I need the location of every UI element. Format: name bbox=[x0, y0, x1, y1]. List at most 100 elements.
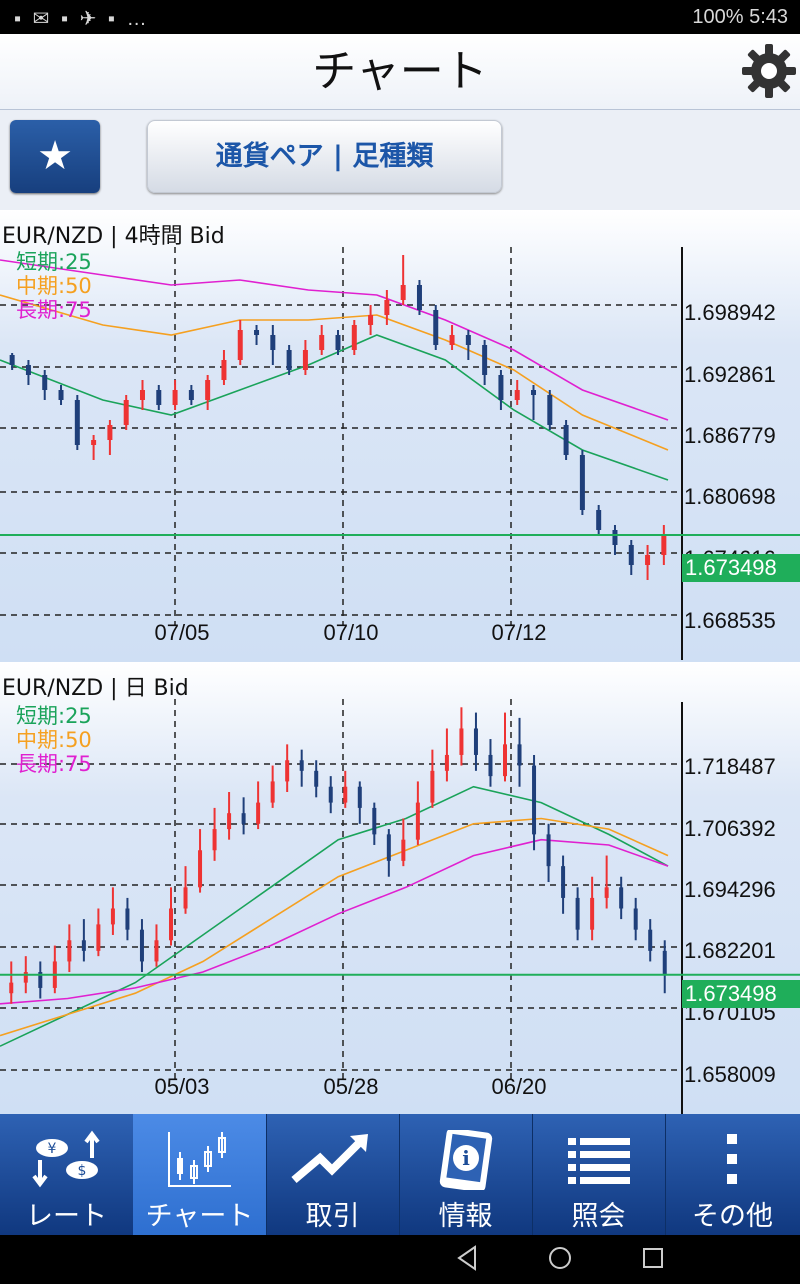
candle-body bbox=[372, 807, 377, 835]
candle-body bbox=[221, 360, 227, 380]
x-label: 06/20 bbox=[491, 1074, 547, 1099]
ma-line-short bbox=[0, 334, 669, 481]
candle-body bbox=[286, 350, 292, 370]
candle-body bbox=[139, 929, 144, 962]
tab-inquiry[interactable]: 照会 bbox=[532, 1114, 665, 1235]
svg-text:$: $ bbox=[78, 1163, 87, 1179]
candle-body bbox=[561, 866, 566, 898]
candle-body bbox=[110, 908, 115, 925]
tab-label: 照会 bbox=[571, 1201, 626, 1232]
candle-body bbox=[9, 355, 15, 365]
candle-body bbox=[465, 335, 471, 345]
x-label: 05/03 bbox=[154, 1074, 210, 1099]
candle-body bbox=[188, 390, 194, 400]
tab-label: 取引 bbox=[305, 1201, 360, 1232]
candle-body bbox=[547, 395, 553, 425]
candle-body bbox=[58, 390, 64, 400]
candle-body bbox=[661, 535, 667, 555]
candle-body bbox=[514, 390, 520, 400]
tab-chart[interactable]: チャート bbox=[133, 1114, 266, 1235]
bottom-tab-bar: ¥ $ レート チャート bbox=[0, 1114, 800, 1235]
candle-body bbox=[9, 982, 14, 994]
tab-info[interactable]: i 情報 bbox=[399, 1114, 532, 1235]
candle-body bbox=[368, 315, 374, 325]
chart-4h-canvas[interactable] bbox=[0, 210, 800, 662]
candle-body bbox=[532, 765, 537, 835]
favorite-button[interactable]: ★ bbox=[10, 120, 100, 193]
candle-body bbox=[256, 802, 261, 824]
system-nav-bar bbox=[0, 1235, 800, 1280]
y-label: 1.658009 bbox=[684, 1062, 776, 1087]
chart-daily-canvas[interactable] bbox=[0, 662, 800, 1114]
candle-body bbox=[459, 728, 464, 755]
candle-body bbox=[590, 897, 595, 930]
candle-body bbox=[169, 908, 173, 941]
svg-text:i: i bbox=[462, 1146, 470, 1170]
legend-short: 短期:25 bbox=[16, 250, 92, 274]
legend-long: 長期:75 bbox=[16, 298, 92, 322]
info-icon: i bbox=[399, 1127, 532, 1193]
candle-body bbox=[384, 300, 390, 315]
tab-label: チャート bbox=[145, 1201, 254, 1232]
candle-body bbox=[227, 813, 232, 830]
candle-body bbox=[125, 908, 130, 930]
page-title: チャート bbox=[312, 46, 488, 97]
chart-toolbar: ★ 通貨ペア | 足種類 bbox=[0, 110, 800, 210]
candle-body bbox=[517, 744, 522, 766]
notification-icons: ▪ ✉ ▪ ✈ ▪ … bbox=[14, 8, 150, 30]
tab-more[interactable]: その他 bbox=[665, 1114, 800, 1235]
candle-body bbox=[575, 897, 580, 930]
candle-body bbox=[299, 760, 304, 771]
candle-body bbox=[604, 887, 609, 898]
candle-body bbox=[335, 335, 341, 350]
candle-body bbox=[67, 940, 72, 962]
current-price-tag: 1.673498 bbox=[682, 554, 800, 582]
y-label: 1.706392 bbox=[684, 816, 776, 841]
candle-body bbox=[473, 728, 478, 755]
home-icon bbox=[549, 1247, 571, 1269]
pair-timeframe-button[interactable]: 通貨ペア | 足種類 bbox=[147, 120, 502, 193]
tab-label: その他 bbox=[692, 1201, 773, 1232]
y-label: 1.692861 bbox=[684, 362, 776, 387]
candle-body bbox=[156, 390, 162, 405]
y-label: 1.718487 bbox=[684, 754, 776, 779]
candle-body bbox=[400, 285, 406, 300]
title-bar: チャート bbox=[0, 34, 800, 110]
candle-body bbox=[401, 839, 406, 861]
candle-body bbox=[563, 425, 569, 455]
candle-body bbox=[285, 760, 290, 782]
tab-rate[interactable]: ¥ $ レート bbox=[0, 1114, 133, 1235]
gear-icon[interactable] bbox=[740, 42, 798, 100]
candle-body bbox=[270, 781, 275, 803]
ma-line-short bbox=[0, 785, 669, 1047]
rate-icon: ¥ $ bbox=[0, 1130, 133, 1190]
candle-body bbox=[81, 940, 86, 951]
candle-body bbox=[270, 335, 276, 350]
x-label: 07/10 bbox=[323, 620, 379, 645]
x-label: 05/28 bbox=[323, 1074, 379, 1099]
ma-line-mid bbox=[0, 294, 669, 451]
y-label: 1.668535 bbox=[684, 608, 776, 633]
chart-4h[interactable]: EUR/NZD | 4時間 Bid 短期:25 中期:50 長期:75 1.69… bbox=[0, 210, 800, 662]
tab-trade[interactable]: 取引 bbox=[266, 1114, 399, 1235]
candle-body bbox=[319, 335, 325, 350]
candle-body bbox=[415, 802, 420, 840]
back-icon bbox=[457, 1245, 476, 1271]
candle-body bbox=[139, 390, 145, 400]
candle-body bbox=[107, 425, 113, 440]
list-icon bbox=[532, 1130, 665, 1190]
candle-body bbox=[612, 530, 618, 545]
ma-line-mid bbox=[0, 817, 669, 1037]
candle-body bbox=[503, 744, 507, 777]
chart-daily-title: EUR/NZD | 日 Bid bbox=[2, 676, 189, 701]
candle-body bbox=[212, 829, 217, 851]
candle-body bbox=[633, 908, 638, 930]
chart-daily[interactable]: EUR/NZD | 日 Bid 短期:25 中期:50 長期:75 1.7184… bbox=[0, 662, 800, 1114]
candle-body bbox=[198, 850, 203, 888]
ma-line-long bbox=[0, 259, 669, 421]
candle-body bbox=[343, 786, 348, 803]
current-price-tag: 1.673498 bbox=[682, 980, 800, 1008]
recents-icon bbox=[643, 1248, 663, 1268]
candle-body bbox=[619, 887, 624, 909]
